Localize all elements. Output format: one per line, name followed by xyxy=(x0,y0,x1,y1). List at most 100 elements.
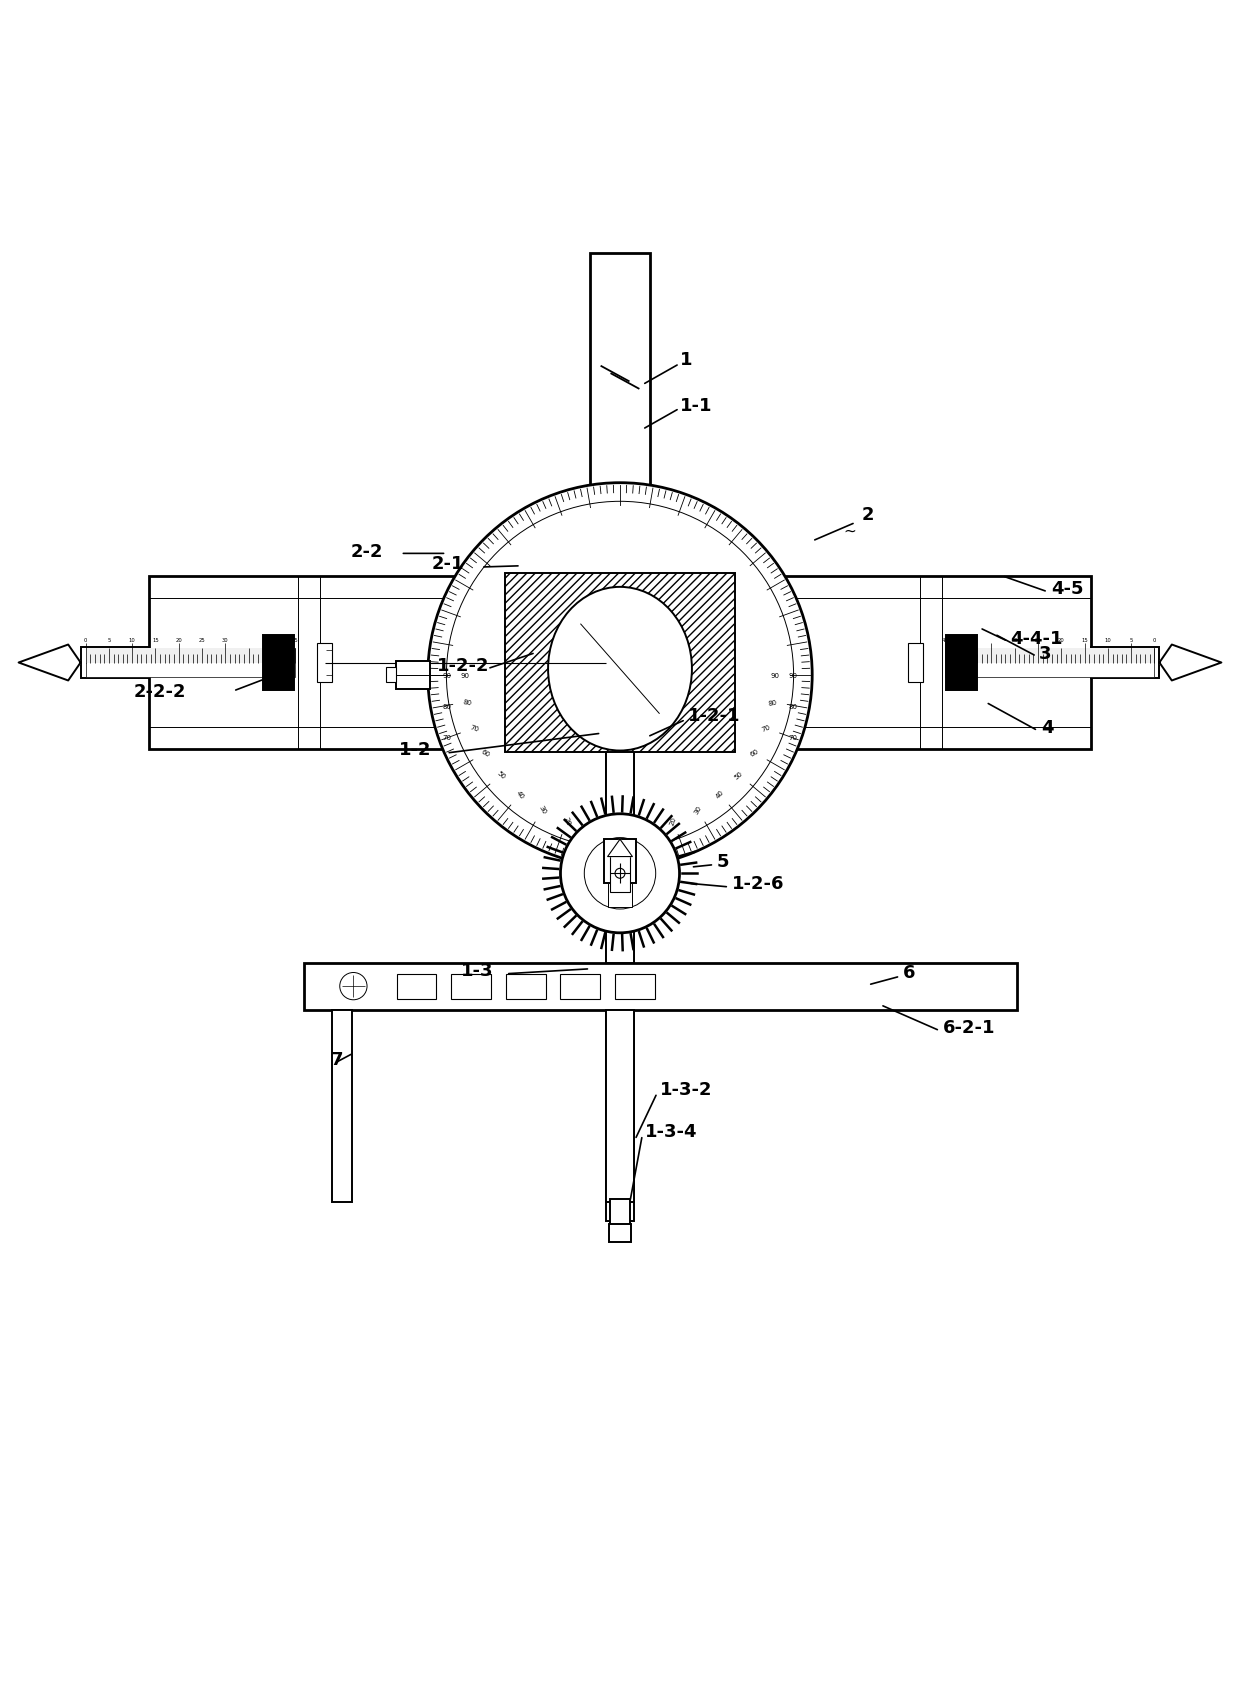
Bar xyxy=(386,667,396,683)
Text: 70: 70 xyxy=(760,723,771,734)
Bar xyxy=(149,576,1091,751)
Bar xyxy=(506,975,546,998)
Text: 30: 30 xyxy=(538,805,547,815)
Bar xyxy=(945,649,1154,664)
Text: 5: 5 xyxy=(717,852,729,871)
Bar xyxy=(908,644,923,683)
Text: 70: 70 xyxy=(443,735,451,740)
Text: 4-4-1: 4-4-1 xyxy=(1011,630,1063,647)
Bar xyxy=(396,662,430,689)
Text: 1-3-4: 1-3-4 xyxy=(645,1122,697,1141)
Text: 0: 0 xyxy=(84,637,87,642)
Text: ~: ~ xyxy=(843,523,856,538)
Text: 80: 80 xyxy=(768,698,777,706)
Circle shape xyxy=(584,839,656,910)
Text: 90: 90 xyxy=(789,672,797,679)
Text: 30: 30 xyxy=(693,805,702,815)
Polygon shape xyxy=(1159,645,1221,681)
Text: 10: 10 xyxy=(589,824,596,834)
Circle shape xyxy=(340,973,367,1000)
Bar xyxy=(1091,647,1159,679)
Text: 1-2-6: 1-2-6 xyxy=(732,874,784,893)
Text: 1-3-2: 1-3-2 xyxy=(660,1080,712,1099)
Text: 80: 80 xyxy=(443,703,451,710)
Text: 15: 15 xyxy=(1081,637,1087,642)
Text: 10: 10 xyxy=(1105,637,1111,642)
Circle shape xyxy=(446,503,794,849)
Text: 25: 25 xyxy=(1034,637,1042,642)
Bar xyxy=(317,644,332,683)
Bar xyxy=(610,1200,630,1228)
Text: 25: 25 xyxy=(198,637,206,642)
Text: 6: 6 xyxy=(903,964,915,981)
Bar xyxy=(263,635,294,691)
Text: 30: 30 xyxy=(222,637,228,642)
Bar xyxy=(608,883,632,908)
Text: 80: 80 xyxy=(463,698,472,706)
Bar xyxy=(606,576,634,1221)
Polygon shape xyxy=(608,841,632,857)
Text: 70: 70 xyxy=(469,723,480,734)
Bar xyxy=(81,647,149,679)
Text: 0: 0 xyxy=(618,829,622,832)
Text: 90: 90 xyxy=(770,672,780,679)
Text: 6-2-1: 6-2-1 xyxy=(942,1019,994,1036)
Text: 10: 10 xyxy=(644,824,651,834)
Circle shape xyxy=(560,815,680,934)
Text: 4-5: 4-5 xyxy=(1052,579,1084,598)
Bar xyxy=(606,751,634,963)
Bar xyxy=(86,649,295,664)
Text: 80: 80 xyxy=(789,703,797,710)
Text: 0: 0 xyxy=(618,829,622,832)
Text: 90: 90 xyxy=(443,672,451,679)
Text: 40: 40 xyxy=(515,790,526,800)
Bar xyxy=(615,975,655,998)
Text: 10: 10 xyxy=(129,637,135,642)
Bar xyxy=(397,975,436,998)
Text: 50: 50 xyxy=(733,769,744,779)
Text: 5: 5 xyxy=(1130,637,1133,642)
Text: 2-2-2: 2-2-2 xyxy=(134,683,186,701)
Bar xyxy=(86,649,295,678)
Text: 20: 20 xyxy=(1058,637,1065,642)
Circle shape xyxy=(615,869,625,880)
Text: 1-3: 1-3 xyxy=(461,961,494,980)
Bar xyxy=(590,255,650,576)
Text: 90: 90 xyxy=(460,672,470,679)
Bar xyxy=(451,975,491,998)
Text: 5: 5 xyxy=(107,637,110,642)
Bar xyxy=(946,635,977,691)
Bar xyxy=(506,574,734,752)
Text: 40: 40 xyxy=(269,637,275,642)
Bar xyxy=(606,1010,634,1202)
Ellipse shape xyxy=(548,588,692,751)
Text: 1-1: 1-1 xyxy=(680,396,712,414)
Text: 3: 3 xyxy=(1039,644,1052,662)
Text: 4: 4 xyxy=(1042,718,1054,737)
Text: 7: 7 xyxy=(331,1051,343,1068)
Text: 15: 15 xyxy=(153,637,159,642)
Text: 1: 1 xyxy=(680,350,692,368)
Bar xyxy=(610,856,630,893)
Text: 45: 45 xyxy=(291,637,299,642)
Text: 60: 60 xyxy=(749,749,760,757)
Bar xyxy=(609,1224,631,1241)
Circle shape xyxy=(428,484,812,868)
Text: 40: 40 xyxy=(965,637,971,642)
Text: 1-2-1: 1-2-1 xyxy=(688,706,740,723)
Text: 30: 30 xyxy=(1012,637,1018,642)
Text: 70: 70 xyxy=(789,735,797,740)
Bar xyxy=(604,841,636,883)
Text: 40: 40 xyxy=(714,790,725,800)
Text: 60: 60 xyxy=(480,749,491,757)
Polygon shape xyxy=(19,645,81,681)
Bar xyxy=(304,963,1017,1010)
Bar xyxy=(945,649,1154,678)
Text: 0: 0 xyxy=(1153,637,1156,642)
Bar xyxy=(332,1010,352,1202)
Text: 2: 2 xyxy=(862,506,874,523)
Text: 2-1: 2-1 xyxy=(432,555,464,572)
Text: 1-2: 1-2 xyxy=(399,740,432,759)
Text: 1-2-2: 1-2-2 xyxy=(436,657,489,674)
Text: 50: 50 xyxy=(496,769,507,779)
